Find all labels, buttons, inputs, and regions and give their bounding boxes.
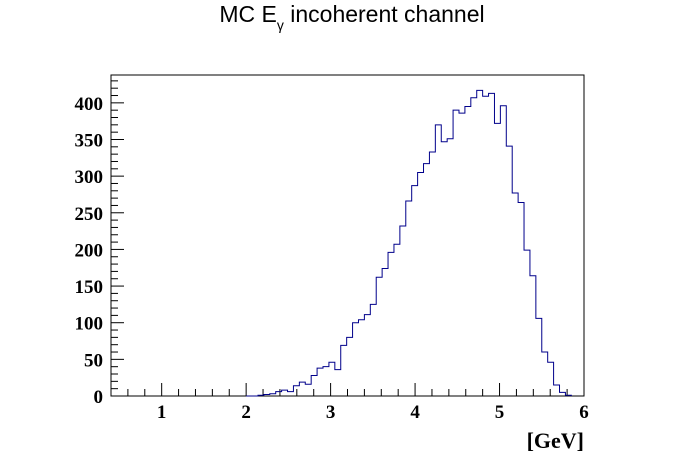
x-tick-label: 4 (410, 402, 420, 423)
x-axis: 1 2 3 4 5 6 (110, 383, 589, 423)
chart-title: MC Eγ incoherent channel (219, 1, 484, 33)
y-tick-label: 350 (75, 130, 104, 151)
y-tick-label: 200 (75, 240, 104, 261)
x-tick-label: 5 (495, 402, 505, 423)
y-tick-label: 50 (84, 350, 103, 371)
y-axis: 0 50 100 150 200 250 300 350 400 (75, 80, 124, 408)
x-axis-title: [GeV] (527, 428, 584, 453)
y-tick-label: 400 (75, 94, 104, 115)
y-tick-label: 0 (94, 387, 104, 408)
y-tick-label: 250 (75, 204, 104, 225)
x-tick-label: 2 (241, 402, 251, 423)
y-tick-label: 300 (75, 167, 104, 188)
x-tick-label: 6 (579, 402, 589, 423)
y-tick-label: 150 (75, 277, 104, 298)
y-tick-label: 100 (75, 314, 104, 335)
plot-frame (110, 74, 585, 397)
x-tick-label: 3 (326, 402, 336, 423)
histogram-line (246, 89, 572, 397)
x-tick-label: 1 (157, 402, 167, 423)
